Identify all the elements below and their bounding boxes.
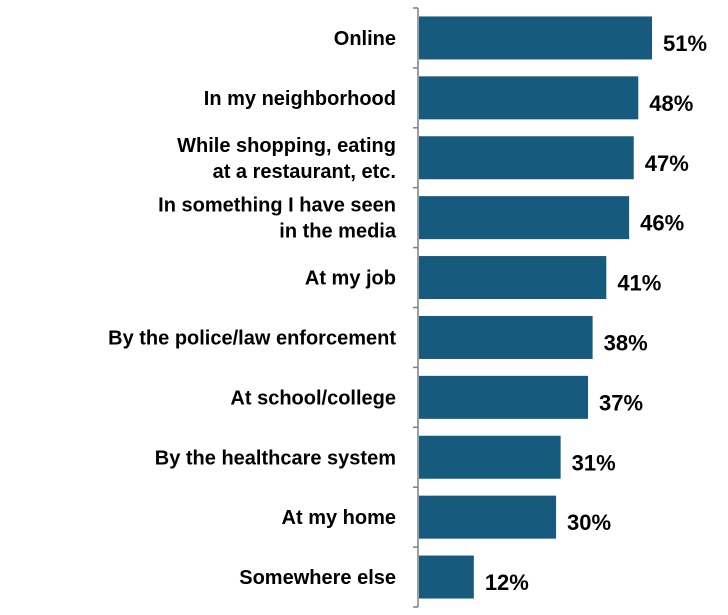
category-label: At school/college (230, 387, 396, 409)
category-label: By the healthcare system (155, 447, 396, 469)
bar-at-my-job (419, 256, 607, 300)
value-label: 12% (485, 570, 529, 595)
category-label: At my home (282, 507, 396, 529)
category-label: At my job (305, 268, 396, 290)
bar-in-something-i-have-seen (419, 196, 630, 240)
value-label: 38% (604, 330, 648, 355)
category-label: In something I have seen in the media (158, 195, 397, 243)
category-labels: Online In my neighborhood While shopping, … (108, 28, 397, 589)
value-label: 47% (645, 151, 689, 176)
bar-online (419, 16, 652, 60)
value-label: 41% (617, 271, 661, 296)
value-label: 51% (663, 31, 707, 56)
category-label: While shopping, eating at a restaurant, e… (177, 135, 396, 183)
bars-layer (419, 16, 652, 599)
category-label: By the police/law enforcement (108, 327, 396, 349)
bar-by-the-healthcare-system (419, 435, 561, 479)
value-label: 31% (572, 450, 616, 475)
axis-ticks (413, 7, 418, 608)
bar-by-the-police-law-enforcement (419, 315, 593, 359)
bar-at-my-home (419, 495, 557, 539)
value-labels: 51% 48% 47% 46% 41% 38% 37% 31% 30% 12% (485, 31, 707, 595)
category-label: Somewhere else (239, 567, 396, 589)
value-label: 46% (640, 211, 684, 236)
value-label: 37% (599, 390, 643, 415)
value-label: 48% (649, 91, 693, 116)
bar-while-shopping-eating (419, 136, 634, 180)
value-label: 30% (567, 510, 611, 535)
bar-at-school-college (419, 375, 589, 419)
bar-somewhere-else (419, 555, 474, 599)
category-label: Online (334, 28, 396, 50)
category-label: In my neighborhood (204, 88, 396, 110)
bar-in-my-neighborhood (419, 76, 639, 120)
